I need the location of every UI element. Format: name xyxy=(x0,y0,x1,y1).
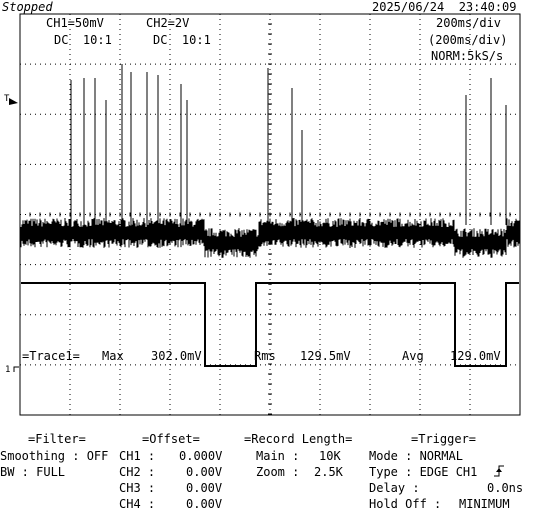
trigger-level-marker xyxy=(9,98,18,105)
datetime-text: 2025/06/24 23:40:09 xyxy=(372,0,517,14)
record-main-value: 10K xyxy=(319,449,341,463)
trigger-holdoff-label: Hold Off : xyxy=(369,497,442,511)
record-zoom-value: 2.5K xyxy=(314,465,343,479)
trigger-type: Type : EDGE CH1 xyxy=(369,465,478,479)
filter-bw: BW : FULL xyxy=(0,465,66,479)
trigger-mode: Mode : NORMAL xyxy=(369,449,463,463)
timebase-sub: (200ms/div) xyxy=(428,33,508,47)
record-main-label: Main : xyxy=(256,449,300,463)
acquisition-mode: NORM:5kS/s xyxy=(431,49,504,63)
offset-ch4-label: CH4 : xyxy=(119,497,156,511)
filter-title: =Filter= xyxy=(28,432,86,446)
trigger-delay-label: Delay : xyxy=(369,481,420,495)
ch1-noise xyxy=(20,218,520,258)
offset-ch2-value: 0.00V xyxy=(186,465,223,479)
trigger-holdoff-value: MINIMUM xyxy=(459,497,510,511)
trigger-delay-value: 0.0ns xyxy=(487,481,524,495)
offset-ch4-value: 0.00V xyxy=(186,497,223,511)
ch1-ground-label: 1 xyxy=(5,365,11,375)
timebase: 200ms/div xyxy=(436,16,502,30)
record-title: =Record Length= xyxy=(244,432,353,446)
ch2-trace xyxy=(21,282,519,367)
ch1-coupling: DC 10:1 xyxy=(54,33,112,47)
avg-value: 129.0mV xyxy=(450,349,501,363)
offset-ch3-label: CH3 : xyxy=(119,481,156,495)
graticule xyxy=(19,13,521,415)
offset-ch1-label: CH1 : xyxy=(119,449,156,463)
offset-ch3-value: 0.00V xyxy=(186,481,223,495)
ch1-scale: CH1=50mV xyxy=(46,16,104,30)
ch1-spikes xyxy=(70,64,507,225)
rising-edge-icon xyxy=(494,465,504,477)
ch1-ground-marker xyxy=(13,366,19,372)
trigger-title: =Trigger= xyxy=(411,432,477,446)
offset-ch1-value: 0.000V xyxy=(179,449,223,463)
trace-label: =Trace1= xyxy=(22,349,80,363)
status-text: Stopped xyxy=(2,0,53,14)
rms-value: 129.5mV xyxy=(300,349,351,363)
rms-label: Rms xyxy=(254,349,276,363)
max-value: 302.0mV xyxy=(151,349,202,363)
ch2-coupling: DC 10:1 xyxy=(153,33,211,47)
offset-ch2-label: CH2 : xyxy=(119,465,156,479)
trigger-level-label: T xyxy=(4,94,10,104)
ch2-scale: CH2=2V xyxy=(146,16,190,30)
record-zoom-label: Zoom : xyxy=(256,465,300,479)
max-label: Max xyxy=(102,349,124,363)
filter-smoothing: Smoothing : OFF xyxy=(0,449,109,463)
ch1-trace xyxy=(20,218,520,258)
offset-title: =Offset= xyxy=(142,432,200,446)
avg-label: Avg xyxy=(402,349,424,363)
